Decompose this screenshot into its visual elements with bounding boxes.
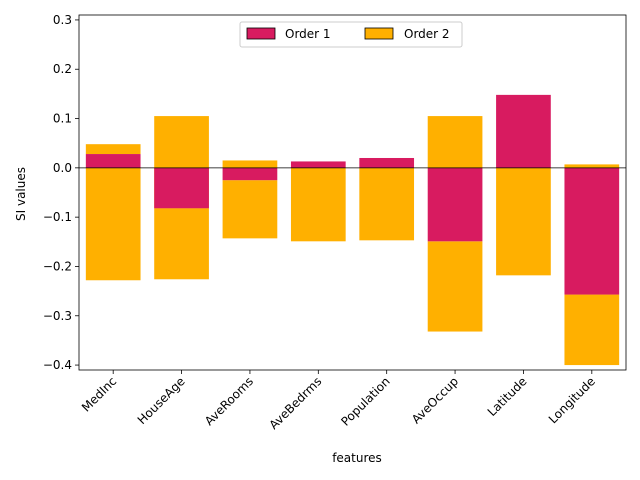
legend-label-order1: Order 1 <box>285 27 331 41</box>
y-tick-label: −0.2 <box>43 259 72 273</box>
plot-frame <box>78 14 627 371</box>
y-tick-label: 0.1 <box>53 112 72 126</box>
bar-order2-medinc <box>85 144 141 155</box>
y-axis: −0.4 −0.3 −0.2 −0.1 0.0 0.1 0.2 0.3 <box>43 13 79 372</box>
bar-order2-longitude <box>564 294 620 366</box>
bar-order1-avebedrms <box>290 161 346 168</box>
y-axis-label: SI values <box>14 167 28 221</box>
bar-order1-latitude <box>496 94 551 168</box>
bar-order1-medinc <box>85 154 141 168</box>
y-tick-label: 0.0 <box>53 161 72 175</box>
order2-bars <box>85 116 620 366</box>
y-tick-label: 0.3 <box>53 13 72 27</box>
y-tick-label: −0.3 <box>43 309 72 323</box>
order1-bars <box>85 94 620 295</box>
bar-order2-avebedrms <box>290 167 346 242</box>
bar-order1-aveoccup <box>427 167 483 242</box>
legend-label-order2: Order 2 <box>404 27 450 41</box>
legend-swatch-order2 <box>364 27 394 40</box>
bar-order2-aveoccup <box>427 116 483 168</box>
bar-order2-population <box>359 167 415 241</box>
legend: Order 1 Order 2 <box>239 21 463 48</box>
legend-box <box>239 21 463 48</box>
y-tick-label: 0.2 <box>53 62 72 76</box>
y-tick-label: −0.4 <box>43 358 72 372</box>
bar-order2-latitude <box>496 167 551 276</box>
bar-order2-aveoccup <box>427 241 483 332</box>
bar-order2-houseage <box>154 208 209 280</box>
bar-order2-averooms <box>222 160 278 168</box>
legend-swatch-order1 <box>246 27 276 40</box>
bar-order2-longitude <box>564 164 620 168</box>
bar-order2-averooms <box>222 180 278 239</box>
bar-order1-population <box>359 157 415 168</box>
bar-order1-houseage <box>154 167 209 209</box>
x-axis-label: features <box>332 451 382 465</box>
y-tick-label: −0.1 <box>43 210 72 224</box>
bar-order2-medinc <box>85 167 141 281</box>
bar-order1-longitude <box>564 167 620 295</box>
bar-order1-averooms <box>222 167 278 181</box>
